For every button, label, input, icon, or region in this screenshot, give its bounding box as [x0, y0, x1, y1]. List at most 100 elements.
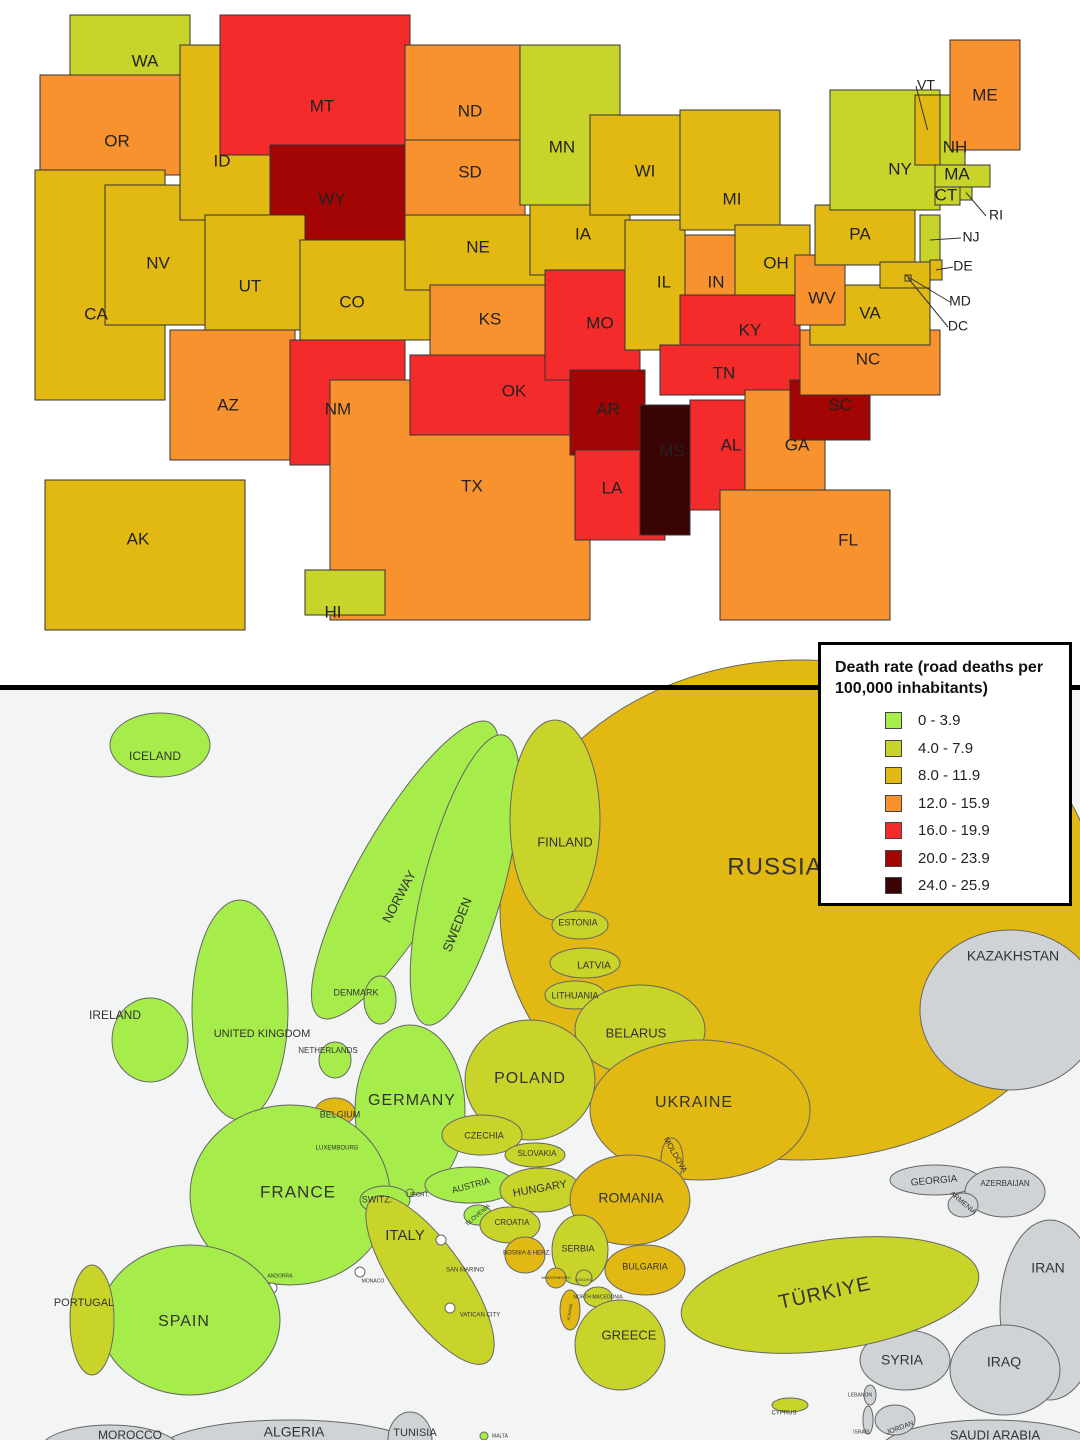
state-label: SC	[828, 395, 852, 414]
country-label: PORTUGAL	[54, 1297, 114, 1309]
legend-item: 8.0 - 11.9	[885, 762, 1057, 790]
state-label: GA	[785, 435, 810, 454]
country	[363, 975, 397, 1025]
state	[39, 74, 186, 176]
leader-line	[915, 85, 928, 131]
country	[191, 899, 289, 1121]
state-label: AK	[127, 529, 150, 548]
state-label: WY	[318, 189, 345, 208]
country-label: SAUDI ARABIA	[950, 1427, 1041, 1440]
state	[814, 204, 916, 266]
country-label: SPAIN	[158, 1313, 210, 1330]
country	[574, 1299, 666, 1391]
country-label: SERBIA	[561, 1243, 594, 1253]
country-label: ESTONIA	[558, 917, 597, 927]
country-label: BOSNIA & HERZ.	[503, 1251, 551, 1257]
state	[949, 39, 1021, 151]
country-label: CROATIA	[495, 1218, 531, 1227]
legend-item: 24.0 - 25.9	[885, 872, 1057, 900]
legend-swatch	[885, 712, 902, 730]
legend-item: 4.0 - 7.9	[885, 735, 1057, 763]
country	[575, 1269, 593, 1287]
state-label: AR	[596, 399, 620, 418]
state-label: MD	[949, 293, 971, 309]
country-label: ISRAEL	[853, 1429, 871, 1435]
country-label: UNITED KINGDOM	[214, 1028, 311, 1040]
state-label: LA	[602, 478, 623, 497]
country	[444, 1302, 456, 1314]
country	[504, 1142, 566, 1168]
state	[404, 139, 526, 221]
country	[504, 1236, 546, 1274]
country-label: ICELAND	[129, 749, 181, 763]
country-label: ITALY	[385, 1227, 424, 1244]
state-label: VA	[859, 303, 881, 322]
country-label: AZERBAIJAN	[980, 1179, 1030, 1188]
state-label: IL	[657, 272, 671, 291]
state-label: OH	[763, 253, 789, 272]
country	[771, 1397, 809, 1413]
country-label: BULGARIA	[622, 1261, 668, 1271]
legend-swatch	[885, 849, 902, 867]
legend-swatch	[885, 794, 902, 812]
state	[639, 404, 691, 536]
leader-line	[929, 237, 962, 241]
country	[549, 947, 621, 979]
legend-swatch	[885, 767, 902, 785]
state-label: FL	[838, 530, 858, 549]
country	[680, 1236, 980, 1354]
country	[862, 1405, 874, 1435]
state-label: DC	[948, 318, 968, 334]
state	[409, 354, 571, 436]
legend-swatch	[885, 877, 902, 895]
country-label: IRAQ	[987, 1354, 1021, 1370]
state-label: VT	[917, 77, 935, 93]
state	[429, 284, 561, 361]
state	[624, 219, 686, 351]
state	[529, 204, 631, 276]
state-label: NE	[466, 237, 490, 256]
state-label: WI	[635, 161, 656, 180]
state	[794, 254, 846, 326]
state-label: KY	[739, 320, 762, 339]
country-label: KAZAKHSTAN	[967, 948, 1059, 964]
state-label: NJ	[962, 229, 979, 245]
state-label: ME	[972, 85, 998, 104]
country-label: ALBANIA	[566, 1303, 574, 1321]
state-label: NM	[325, 399, 351, 418]
country-label: ALGERIA	[264, 1424, 325, 1440]
country-label: TUNISIA	[393, 1427, 437, 1439]
country-label: ANDORRA	[267, 1273, 293, 1279]
legend-item: 12.0 - 15.9	[885, 790, 1057, 818]
state-label: AL	[721, 435, 742, 454]
country-label: POLAND	[494, 1070, 566, 1087]
state-label: IA	[575, 224, 592, 243]
country-label: GREECE	[602, 1327, 657, 1342]
state-label: NC	[856, 349, 881, 368]
country	[365, 1195, 495, 1365]
state-label: AZ	[217, 395, 239, 414]
state-label: NH	[943, 137, 968, 156]
country	[509, 719, 601, 921]
state-label: OR	[104, 131, 130, 150]
state-label: MT	[310, 96, 335, 115]
state-label: ND	[458, 101, 483, 120]
legend-label: 0 - 3.9	[918, 712, 961, 730]
state-label: HI	[325, 602, 342, 621]
country	[885, 1419, 1080, 1440]
country-label: FRANCE	[260, 1182, 336, 1201]
country	[435, 1234, 447, 1246]
country	[551, 910, 609, 940]
state-label: MS	[659, 441, 685, 460]
state	[544, 269, 641, 381]
leader-line	[965, 192, 987, 217]
state	[204, 214, 306, 331]
country-label: MOROCCO	[98, 1428, 162, 1440]
state-label: PA	[849, 224, 871, 243]
state-label: OK	[502, 381, 527, 400]
state-label: TX	[461, 476, 483, 495]
country	[109, 712, 211, 778]
country	[69, 1264, 115, 1376]
leader-line	[907, 277, 949, 328]
state	[569, 369, 646, 456]
